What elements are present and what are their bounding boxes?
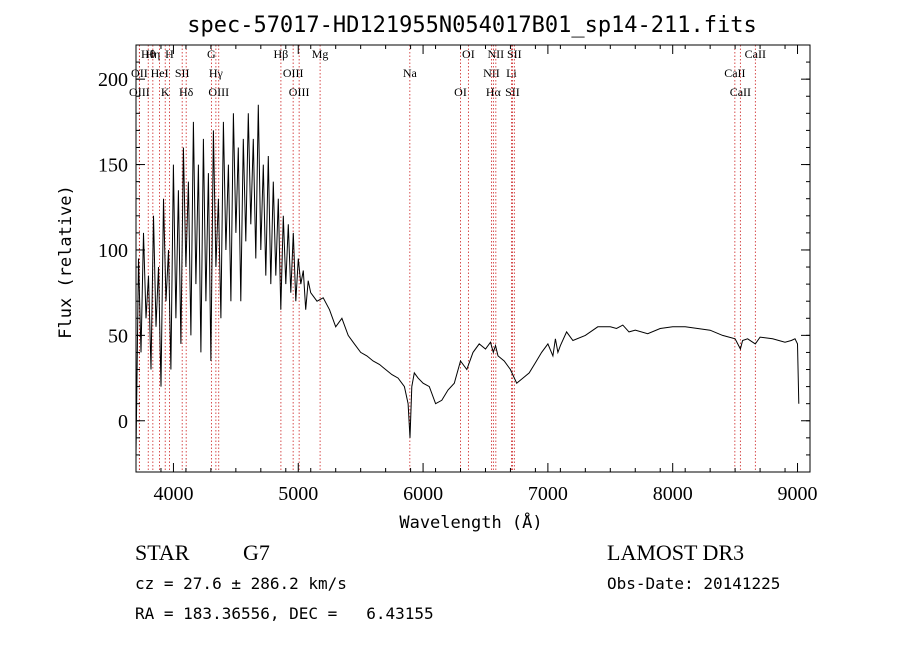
plot-frame <box>135 44 811 473</box>
line-label: Hη <box>145 47 160 61</box>
line-label: Hα <box>486 85 502 99</box>
object-subclass: G7 <box>243 540 270 565</box>
redshift-readout: cz = 27.6 ± 286.2 km/s <box>135 574 347 593</box>
y-tick-label: 100 <box>98 240 128 262</box>
line-label: Na <box>403 66 418 80</box>
spectrum-line <box>135 104 800 455</box>
line-label: OIII <box>129 85 150 99</box>
y-tick-label: 50 <box>108 325 128 347</box>
line-label: K <box>161 85 170 99</box>
line-label: G <box>207 47 216 61</box>
line-label: OI <box>454 85 467 99</box>
obs-date: Obs-Date: 20141225 <box>607 574 781 593</box>
line-label: HeI <box>151 66 169 80</box>
spectrum-layer <box>135 104 800 455</box>
x-tick-label: 9000 <box>778 483 818 505</box>
line-label: Mg <box>312 47 329 61</box>
y-axis: 0 50 100 150 200 <box>98 44 810 456</box>
line-label: Li <box>506 66 517 80</box>
y-axis-label: Flux (relative) <box>56 185 76 339</box>
emission-lines-layer: HθOIIOIIIHηHeIKHSIIHδGHγOIIIHβOIIIOIIIMg… <box>129 45 766 472</box>
line-label: OI <box>462 47 475 61</box>
chart-title: spec-57017-HD121955N054017B01_sp14-211.f… <box>187 13 757 38</box>
line-label: OIII <box>289 85 310 99</box>
line-label: OIII <box>283 66 304 80</box>
line-label: OIII <box>208 85 229 99</box>
line-label: SII <box>175 66 190 80</box>
y-tick-label: 200 <box>98 69 128 91</box>
x-tick-label: 8000 <box>653 483 693 505</box>
line-label: NII <box>488 47 505 61</box>
coordinates-readout: RA = 183.36556, DEC = 6.43155 <box>135 604 434 623</box>
line-label: Hδ <box>179 85 194 99</box>
y-tick-label: 0 <box>118 411 128 433</box>
line-label: SII <box>507 47 522 61</box>
line-label: Hθ <box>141 47 156 61</box>
line-label: SII <box>505 85 520 99</box>
line-label: CaII <box>745 47 766 61</box>
x-tick-label: 4000 <box>153 483 193 505</box>
x-axis-label: Wavelength (Å) <box>399 511 542 533</box>
line-label: H <box>165 47 174 61</box>
line-label: NII <box>483 66 500 80</box>
x-tick-label: 5000 <box>278 483 318 505</box>
x-axis: 4000 5000 6000 7000 8000 9000 <box>135 45 818 505</box>
line-label: CaII <box>724 66 745 80</box>
object-class: STAR <box>135 540 190 565</box>
y-tick-label: 150 <box>98 155 128 177</box>
x-tick-label: 7000 <box>528 483 568 505</box>
x-tick-label: 6000 <box>403 483 443 505</box>
line-label: Hγ <box>209 66 224 80</box>
line-label: Hβ <box>274 47 289 61</box>
line-label: CaII <box>730 85 751 99</box>
survey-name: LAMOST DR3 <box>607 540 745 565</box>
